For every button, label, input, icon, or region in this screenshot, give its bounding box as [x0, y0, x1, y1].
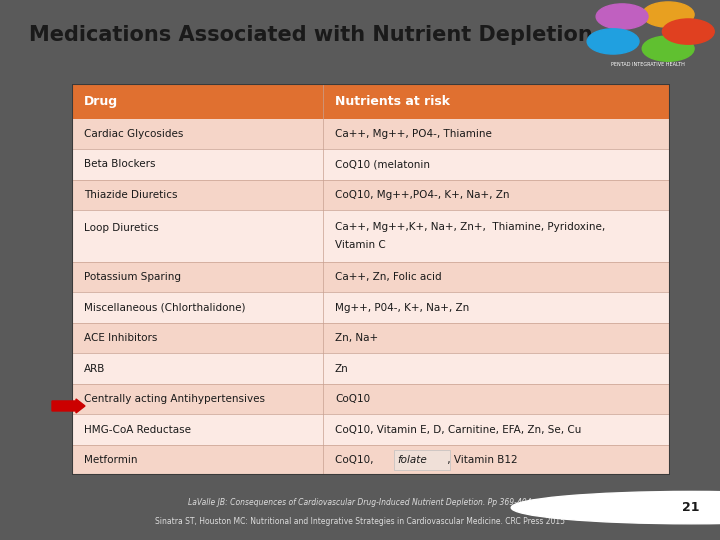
Text: Potassium Sparing: Potassium Sparing: [84, 272, 181, 282]
Text: Centrally acting Antihypertensives: Centrally acting Antihypertensives: [84, 394, 265, 404]
Text: 21: 21: [683, 501, 700, 514]
FancyBboxPatch shape: [72, 323, 670, 353]
Text: Zn, Na+: Zn, Na+: [335, 333, 378, 343]
FancyBboxPatch shape: [72, 293, 670, 323]
FancyBboxPatch shape: [72, 262, 670, 293]
FancyBboxPatch shape: [72, 384, 670, 414]
Text: Vitamin C: Vitamin C: [335, 240, 386, 251]
Circle shape: [662, 19, 714, 44]
Text: CoQ10: CoQ10: [335, 394, 370, 404]
Text: CoQ10, Vitamin E, D, Carnitine, EFA, Zn, Se, Cu: CoQ10, Vitamin E, D, Carnitine, EFA, Zn,…: [335, 424, 581, 435]
FancyBboxPatch shape: [72, 414, 670, 445]
Text: Medications Associated with Nutrient Depletion: Medications Associated with Nutrient Dep…: [29, 25, 593, 45]
Text: ARB: ARB: [84, 363, 105, 374]
Text: Loop Diuretics: Loop Diuretics: [84, 224, 158, 233]
Text: CoQ10 (melatonin: CoQ10 (melatonin: [335, 159, 430, 170]
Text: Zn: Zn: [335, 363, 348, 374]
FancyBboxPatch shape: [72, 445, 670, 475]
Text: CoQ10,: CoQ10,: [335, 455, 380, 465]
Text: Ca++, Zn, Folic acid: Ca++, Zn, Folic acid: [335, 272, 441, 282]
Text: Beta Blockers: Beta Blockers: [84, 159, 156, 170]
Circle shape: [588, 29, 639, 54]
Circle shape: [642, 2, 694, 27]
FancyBboxPatch shape: [72, 84, 670, 119]
Text: Mg++, P04-, K+, Na+, Zn: Mg++, P04-, K+, Na+, Zn: [335, 302, 469, 313]
Circle shape: [511, 491, 720, 524]
Text: HMG-CoA Reductase: HMG-CoA Reductase: [84, 424, 191, 435]
Text: Nutrients at risk: Nutrients at risk: [335, 94, 450, 108]
FancyBboxPatch shape: [72, 149, 670, 180]
Text: PENTAD INTEGRATIVE HEALTH: PENTAD INTEGRATIVE HEALTH: [611, 62, 685, 66]
FancyArrow shape: [52, 399, 85, 413]
Text: Ca++, Mg++, PO4-, Thiamine: Ca++, Mg++, PO4-, Thiamine: [335, 129, 492, 139]
Circle shape: [642, 36, 694, 61]
Text: Miscellaneous (Chlorthalidone): Miscellaneous (Chlorthalidone): [84, 302, 246, 313]
FancyBboxPatch shape: [72, 119, 670, 149]
Text: Sinatra ST, Houston MC: Nutritional and Integrative Strategies in Cardiovascular: Sinatra ST, Houston MC: Nutritional and …: [155, 517, 565, 526]
Text: Thiazide Diuretics: Thiazide Diuretics: [84, 190, 177, 200]
Text: Drug: Drug: [84, 94, 118, 108]
Text: LaValle JB: Consequences of Cardiovascular Drug-Induced Nutrient Depletion. Pp 3: LaValle JB: Consequences of Cardiovascul…: [188, 498, 532, 507]
FancyBboxPatch shape: [72, 353, 670, 384]
Text: folate: folate: [397, 455, 427, 465]
FancyBboxPatch shape: [72, 180, 670, 210]
Text: Cardiac Glycosides: Cardiac Glycosides: [84, 129, 184, 139]
Circle shape: [596, 4, 648, 29]
Text: Ca++, Mg++,K+, Na+, Zn+,  Thiamine, Pyridoxine,: Ca++, Mg++,K+, Na+, Zn+, Thiamine, Pyrid…: [335, 222, 606, 232]
Text: ACE Inhibitors: ACE Inhibitors: [84, 333, 158, 343]
Text: CoQ10, Mg++,PO4-, K+, Na+, Zn: CoQ10, Mg++,PO4-, K+, Na+, Zn: [335, 190, 510, 200]
FancyBboxPatch shape: [394, 450, 450, 470]
FancyBboxPatch shape: [72, 210, 670, 262]
Text: Metformin: Metformin: [84, 455, 138, 465]
Text: , Vitamin B12: , Vitamin B12: [444, 455, 518, 465]
